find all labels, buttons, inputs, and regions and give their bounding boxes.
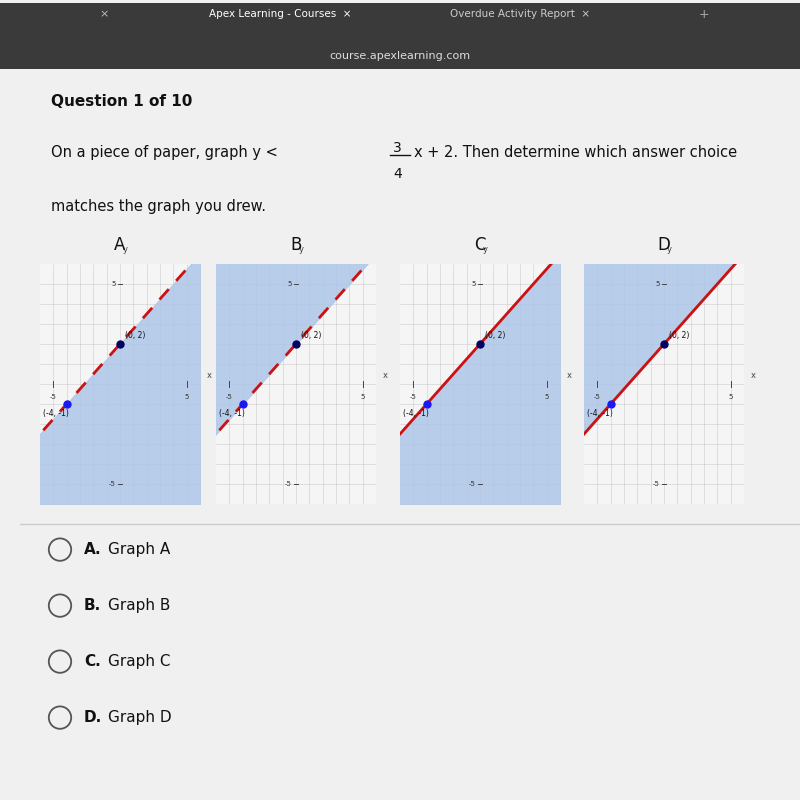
Text: Question 1 of 10: Question 1 of 10 <box>51 94 193 109</box>
Text: x + 2. Then determine which answer choice: x + 2. Then determine which answer choic… <box>414 145 737 160</box>
Text: (-4, -1): (-4, -1) <box>42 409 69 418</box>
Text: Graph C: Graph C <box>108 654 170 669</box>
Text: 5: 5 <box>472 281 476 287</box>
Text: x: x <box>206 371 212 380</box>
Text: y: y <box>122 245 128 254</box>
Text: A.: A. <box>84 542 102 557</box>
Text: 4: 4 <box>393 166 402 181</box>
Text: Overdue Activity Report  ×: Overdue Activity Report × <box>450 10 590 19</box>
Text: x: x <box>750 371 756 380</box>
Text: 5: 5 <box>361 394 365 400</box>
Text: (-4, -1): (-4, -1) <box>218 409 245 418</box>
Text: -5: -5 <box>109 481 116 487</box>
Text: 5: 5 <box>729 394 733 400</box>
Text: B.: B. <box>84 598 102 613</box>
Text: B: B <box>290 237 302 254</box>
Text: +: + <box>698 8 710 21</box>
Text: C.: C. <box>84 654 101 669</box>
Text: -5: -5 <box>594 394 601 400</box>
Text: -5: -5 <box>653 481 660 487</box>
Text: On a piece of paper, graph y <: On a piece of paper, graph y < <box>51 145 282 160</box>
Text: course.apexlearning.com: course.apexlearning.com <box>330 51 470 61</box>
Text: 5: 5 <box>112 281 116 287</box>
Text: 5: 5 <box>545 394 549 400</box>
Text: (0, 2): (0, 2) <box>669 331 689 340</box>
Text: 5: 5 <box>656 281 660 287</box>
Text: (0, 2): (0, 2) <box>485 331 505 340</box>
Text: -5: -5 <box>469 481 476 487</box>
Text: y: y <box>482 245 488 254</box>
Text: ×: × <box>99 10 109 19</box>
Text: -5: -5 <box>226 394 233 400</box>
Text: 5: 5 <box>288 281 292 287</box>
Text: x: x <box>566 371 572 380</box>
Text: D: D <box>658 237 670 254</box>
Text: Graph D: Graph D <box>108 710 172 725</box>
Text: -5: -5 <box>50 394 57 400</box>
Text: (-4, -1): (-4, -1) <box>586 409 613 418</box>
Text: C: C <box>474 237 486 254</box>
Text: x: x <box>382 371 388 380</box>
Text: Apex Learning - Courses  ×: Apex Learning - Courses × <box>209 10 351 19</box>
Text: 5: 5 <box>185 394 189 400</box>
Text: matches the graph you drew.: matches the graph you drew. <box>51 199 266 214</box>
Text: y: y <box>298 245 304 254</box>
Text: Graph A: Graph A <box>108 542 170 557</box>
Text: Graph B: Graph B <box>108 598 170 613</box>
Text: (-4, -1): (-4, -1) <box>402 409 429 418</box>
Text: 3: 3 <box>393 141 402 155</box>
Text: -5: -5 <box>285 481 292 487</box>
Text: -5: -5 <box>410 394 417 400</box>
Text: y: y <box>666 245 672 254</box>
Text: (0, 2): (0, 2) <box>125 331 145 340</box>
Text: D.: D. <box>84 710 102 725</box>
Text: A: A <box>114 237 126 254</box>
Text: (0, 2): (0, 2) <box>301 331 321 340</box>
